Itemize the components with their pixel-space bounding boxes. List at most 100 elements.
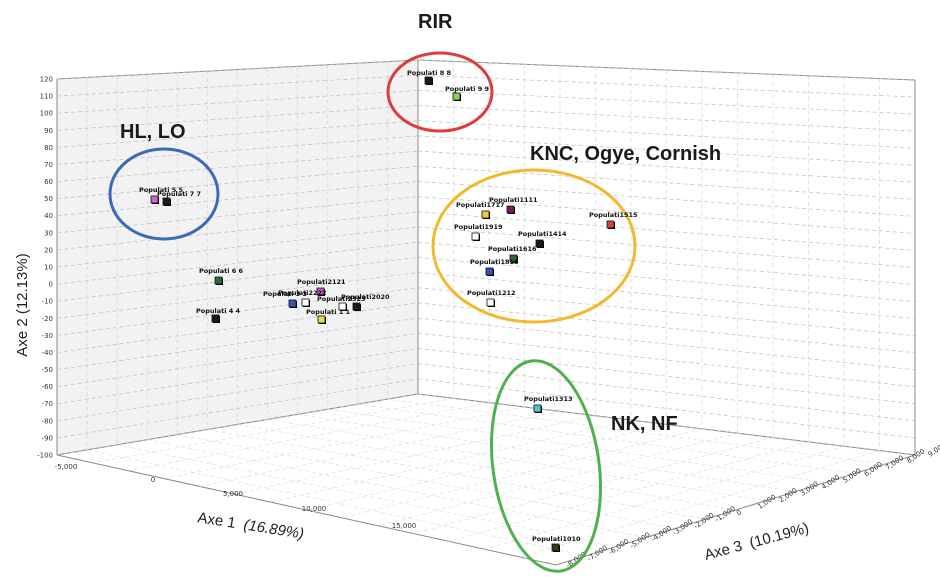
y-tick-label: 110 [40,93,53,101]
point-marker [509,254,518,263]
data-point: Populati 9 9 [445,85,490,101]
point-label: Populati1313 [524,395,573,403]
axis-title-x: Axe 1 (16.89%) [196,509,305,543]
y-tick-label: 50 [44,195,53,203]
point-label: Populati1414 [518,230,567,238]
grid-line-floor [270,419,632,503]
grid-line-y [417,150,916,183]
point-label: Populati 3 3 [263,290,307,298]
grid-line-floor [306,424,667,511]
point-marker [481,210,490,219]
point-marker [535,239,544,248]
data-point: Populati1818 [470,258,519,276]
point-label: Populati1010 [532,535,581,543]
data-point: Populati2020 [341,293,390,311]
data-point: Populati1717 [456,201,505,219]
grid-lines [56,59,916,558]
point-label: Populati1919 [454,223,503,231]
point-label: Populati 4 4 [196,307,241,315]
data-point: Populati 4 4 [196,307,241,323]
point-marker [317,315,326,324]
grid-line-y [417,287,916,337]
y-tick-label: -90 [42,434,53,442]
x-tick-label: 10,000 [302,505,327,513]
grid-line-y [417,226,916,268]
point-marker [338,302,347,311]
y-tick-label: -80 [42,417,53,425]
axis-title-y: Axe 2 (12.13%) [14,253,31,356]
axis-title-x-pct: (16.89%) [242,516,305,542]
z-tick-label: 9,000 [927,441,940,459]
point-marker [533,404,542,413]
grid-line-y [417,348,916,405]
data-point: Populati1919 [454,223,503,241]
grid-line-floor [235,415,596,495]
grid-line-y [417,363,916,422]
grid-line-floor [163,406,525,479]
y-tick-label: 100 [40,110,53,118]
data-point: Populati 1 1 [306,308,351,324]
y-tick-label: -60 [42,383,53,391]
point-label: Populati 6 6 [199,267,244,275]
point-label: Populati1717 [456,201,505,209]
ellipse-knc-ogye-cornish [431,168,637,324]
grid-line-floor [199,411,561,487]
group-label-hl-lo: HL, LO [120,121,186,143]
grid-line-y [56,196,419,234]
point-marker [606,220,615,229]
grid-line-floor [128,402,490,472]
ellipse-rir [386,51,494,133]
group-label-nk-nf: NK, NF [611,413,678,435]
grid-line-y [417,302,916,354]
y-tick-label: 0 [49,281,53,289]
ellipse-hl-lo [108,147,220,241]
grid-line-y [56,120,419,148]
point-label: Populati1515 [589,211,638,219]
point-label: Populati 8 8 [407,69,452,77]
grid-line-y [56,181,419,217]
grid-line-y [417,272,916,319]
grid-line-y [417,257,916,302]
point-label: Populati2020 [341,293,390,301]
y-tick-label: -40 [42,349,53,357]
data-point: Populati1414 [518,230,567,248]
axis-title-x-label: Axe 1 [196,509,237,532]
data-point: Populati2222 [278,289,327,307]
point-marker [424,76,433,85]
x-tick-label: -5,000 [55,463,78,471]
y-tick-label: 40 [44,212,53,220]
y-tick-label: -70 [42,400,53,408]
y-tick-label: 60 [44,178,53,186]
data-point: Populati2323 [317,295,366,311]
grid-line-y [417,90,916,115]
data-point: Populati1616 [488,245,537,263]
point-label: Populati 1 1 [306,308,351,316]
grid-line-floor [342,428,703,519]
point-label: Populati1616 [488,245,537,253]
y-tick-label: -100 [37,452,53,460]
point-marker [485,267,494,276]
data-point: Populati1010 [532,535,581,552]
point-marker [150,195,159,204]
grid-line-floor [92,398,454,464]
point-marker [452,92,461,101]
grid-line-floor [377,432,738,527]
data-point: Populati 7 7 [157,190,201,206]
point-marker [211,314,220,323]
data-point: Populati 5 5 [139,186,184,204]
axis-title-z-pct: (10.19%) [748,520,811,552]
group-label-rir: RIR [418,11,453,33]
ellipse-nk-nf [489,359,603,573]
y-tick-label: -50 [42,366,53,374]
grid-line-y [417,241,916,285]
grid-line-floor [484,445,845,550]
point-label: Populati1212 [467,289,516,297]
y-tick-label: -20 [42,315,53,323]
grid-line-floor [207,429,706,520]
point-marker [288,299,297,308]
grid-line-y [417,317,916,371]
point-label: Populati 9 9 [445,85,490,93]
point-label: Populati2323 [317,295,366,303]
y-tick-label: 80 [44,144,53,152]
